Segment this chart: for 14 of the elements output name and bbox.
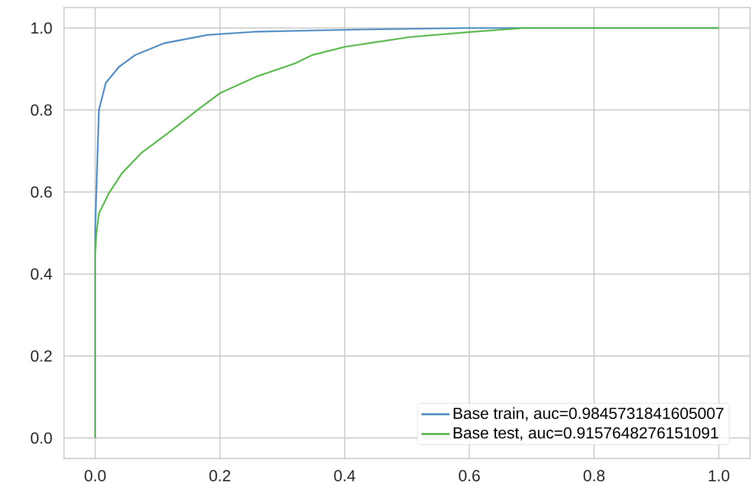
x-tick-label: 0.2 — [209, 470, 230, 482]
legend-label: Base test, auc=0.9157648276151091 — [454, 427, 718, 440]
y-tick-label: 0.2 — [30, 350, 52, 362]
x-tick-label: 0.6 — [458, 470, 480, 482]
legend-label: Base train, auc=0.9845731841605007 — [454, 407, 724, 421]
y-tick-label: 0.8 — [30, 104, 52, 116]
y-tick-label: 0.4 — [30, 268, 52, 280]
x-tick-label: 1.0 — [708, 470, 730, 482]
y-tick-label: 0.0 — [30, 432, 52, 444]
x-tick-label: 0.4 — [334, 470, 356, 482]
x-tick-label: 0.8 — [584, 470, 605, 482]
y-tick-label: 1.0 — [31, 22, 52, 34]
y-tick-label: 0.6 — [30, 186, 52, 198]
x-tick-label: 0.0 — [84, 470, 106, 482]
